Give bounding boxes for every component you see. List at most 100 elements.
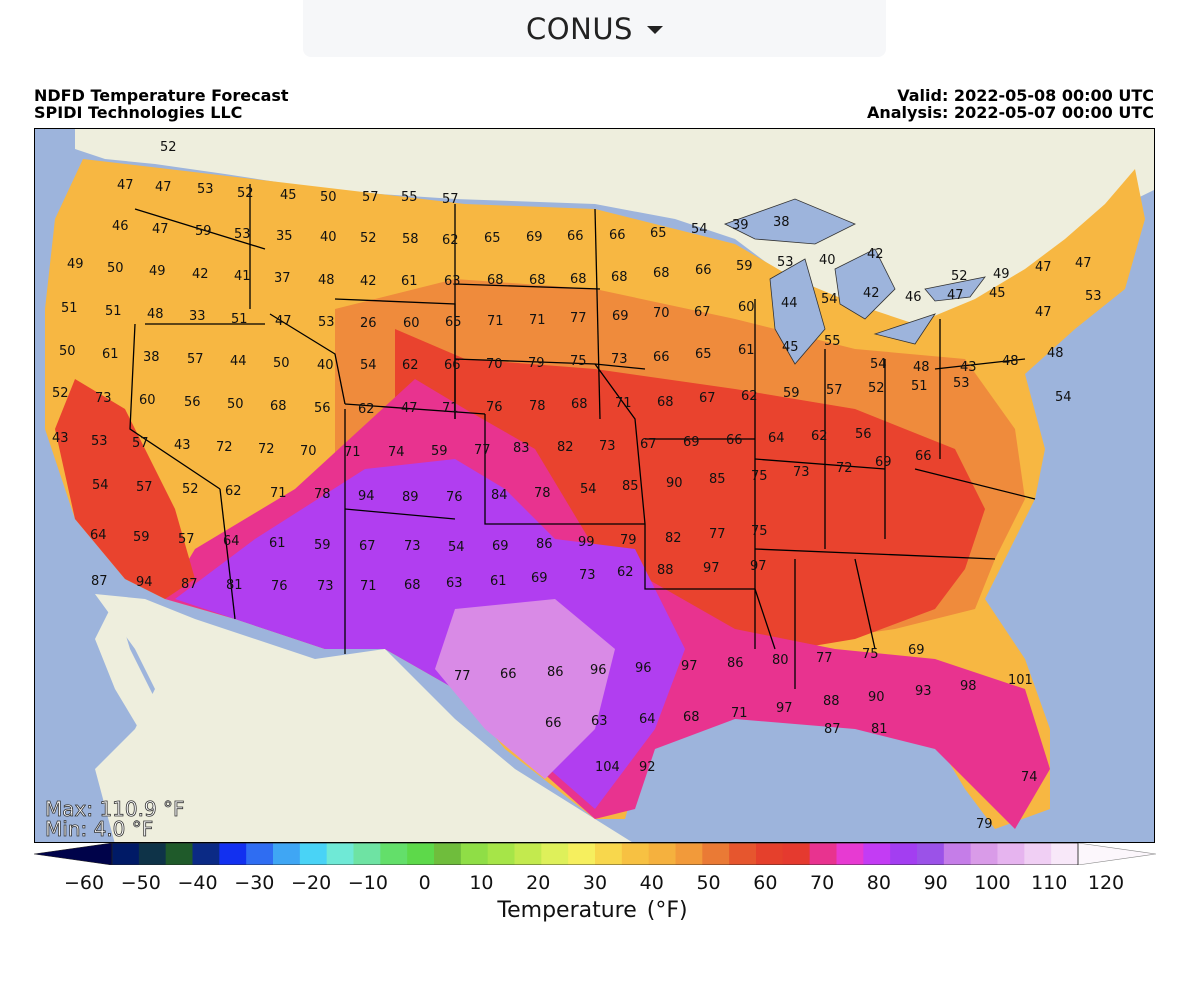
temperature-label: 80 [35, 129, 52, 133]
temperature-label: 48 [318, 273, 335, 288]
lake-shape [723, 198, 856, 245]
temperature-label: 81 [226, 578, 243, 593]
temperature-label: 81 [35, 129, 52, 133]
temperature-label: 87 [91, 574, 108, 589]
temperature-label: 61 [269, 536, 286, 551]
temperature-label: 71 [615, 396, 632, 411]
temperature-label: 75 [751, 469, 768, 484]
temperature-label: 52 [160, 140, 177, 155]
state-boundary-line [454, 283, 601, 290]
region-dropdown[interactable]: CONUS [303, 0, 886, 57]
temperature-label: 97 [35, 129, 52, 133]
colorbar-segment [675, 843, 703, 865]
colorbar-segment [487, 843, 515, 865]
temperature-label: 82 [665, 531, 682, 546]
temperature-label: 77 [709, 527, 726, 542]
temperature-label: 48 [147, 307, 164, 322]
temperature-label: 78 [314, 487, 331, 502]
temperature-label: 54 [448, 540, 465, 555]
temperature-label: 53 [777, 255, 794, 270]
state-boundary-line [854, 558, 876, 650]
colorbar-tick-label: −30 [234, 872, 275, 894]
colorbar-segment [782, 843, 811, 865]
temperature-label: 67 [359, 539, 376, 554]
lake-shape [924, 276, 986, 302]
temperature-label: 47 [152, 222, 169, 237]
temperature-label: 68 [683, 710, 700, 725]
colorbar-high-extend [1077, 843, 1156, 865]
temperature-map-svg: 52 47 47 53 52 45 50 57 55 57 46 47 59 53 35 40 52 58 62 65… [35, 129, 1154, 842]
colorbar-segment [595, 843, 623, 865]
temperature-label: 42 [863, 286, 880, 301]
temperature-label: 75 [570, 354, 587, 369]
colorbar-segment [273, 843, 301, 865]
colorbar-tick-label: 70 [810, 872, 835, 894]
temperature-label: 37 [274, 271, 291, 286]
temperature-label: 47 [117, 178, 134, 193]
temperature-label: 56 [314, 401, 331, 416]
temperature-label: 96 [635, 661, 652, 676]
temperature-label: 57 [826, 383, 843, 398]
temperature-label: 97 [776, 701, 793, 716]
temperature-label: 62 [442, 233, 459, 248]
temperature-label: 54 [1055, 390, 1072, 405]
temperature-label: 56 [855, 427, 872, 442]
colorbar-segment [514, 843, 542, 865]
temperature-label: 61 [490, 574, 507, 589]
colorbar-segment [702, 843, 730, 865]
temperature-label: 59 [736, 259, 753, 274]
colorbar-tick-label: 10 [469, 872, 494, 894]
temperature-label: 48 [1002, 354, 1019, 369]
temperature-label: 78 [35, 129, 52, 133]
temperature-label: 47 [1075, 256, 1092, 271]
temperature-label: 70 [653, 306, 670, 321]
colorbar-segment [192, 843, 220, 865]
temperature-label: 85 [35, 129, 52, 133]
temperature-label: 87 [824, 722, 841, 737]
temperature-label: 38 [143, 350, 160, 365]
min-temp-label: Min: 4.0 °F [45, 817, 153, 841]
temperature-label: 67 [640, 437, 657, 452]
temperature-label: 85 [622, 479, 639, 494]
state-boundary-line [754, 548, 996, 560]
temperature-label: 97 [750, 559, 767, 574]
temperature-label: 63 [591, 714, 608, 729]
temperature-label: 71 [360, 579, 377, 594]
temperature-label: 86 [547, 665, 564, 680]
state-boundary-line [344, 403, 486, 415]
temperature-label: 102 [35, 129, 60, 133]
temperature-label: 75 [862, 647, 879, 662]
temperature-label: 45 [280, 188, 297, 203]
temperature-label: 76 [486, 400, 503, 415]
temperature-label: 49 [67, 257, 84, 272]
temperature-label: 54 [691, 222, 708, 237]
temperature-label: 66 [726, 433, 743, 448]
temperature-label: 42 [360, 274, 377, 289]
state-boundary-line [644, 524, 685, 590]
temperature-label: 80 [35, 129, 52, 133]
state-boundary-line [594, 208, 601, 420]
temperature-label: 67 [699, 391, 716, 406]
temperature-label: 54 [870, 357, 887, 372]
temperature-label: 77 [816, 651, 833, 666]
temperature-label: 64 [90, 528, 107, 543]
temperature-label: 47 [401, 401, 418, 416]
temperature-label: 49 [993, 267, 1010, 282]
temperature-label: 98 [35, 129, 52, 133]
temperature-label: 73 [95, 391, 112, 406]
temperature-label: 73 [599, 439, 616, 454]
temperature-label: 94 [358, 489, 375, 504]
state-boundary-line [219, 488, 236, 620]
temperature-label: 58 [402, 232, 419, 247]
temperature-label: 71 [487, 314, 504, 329]
colorbar-ticks: −60 −50 −40 −30 −20 −10 0 10 20 30 40 50 60 70 80 90 100… [0, 872, 1185, 896]
colorbar-tick-label: −50 [120, 872, 161, 894]
temperature-label: 62 [402, 358, 419, 373]
temperature-label: 69 [35, 129, 52, 133]
temperature-label: 41 [234, 269, 251, 284]
map-title-block: NDFD Temperature Forecast SPIDI Technolo… [34, 87, 289, 121]
colorbar-tick-label: 60 [753, 872, 778, 894]
temperature-label: 61 [738, 343, 755, 358]
temperature-label: 51 [61, 301, 78, 316]
state-boundaries [129, 184, 1036, 689]
